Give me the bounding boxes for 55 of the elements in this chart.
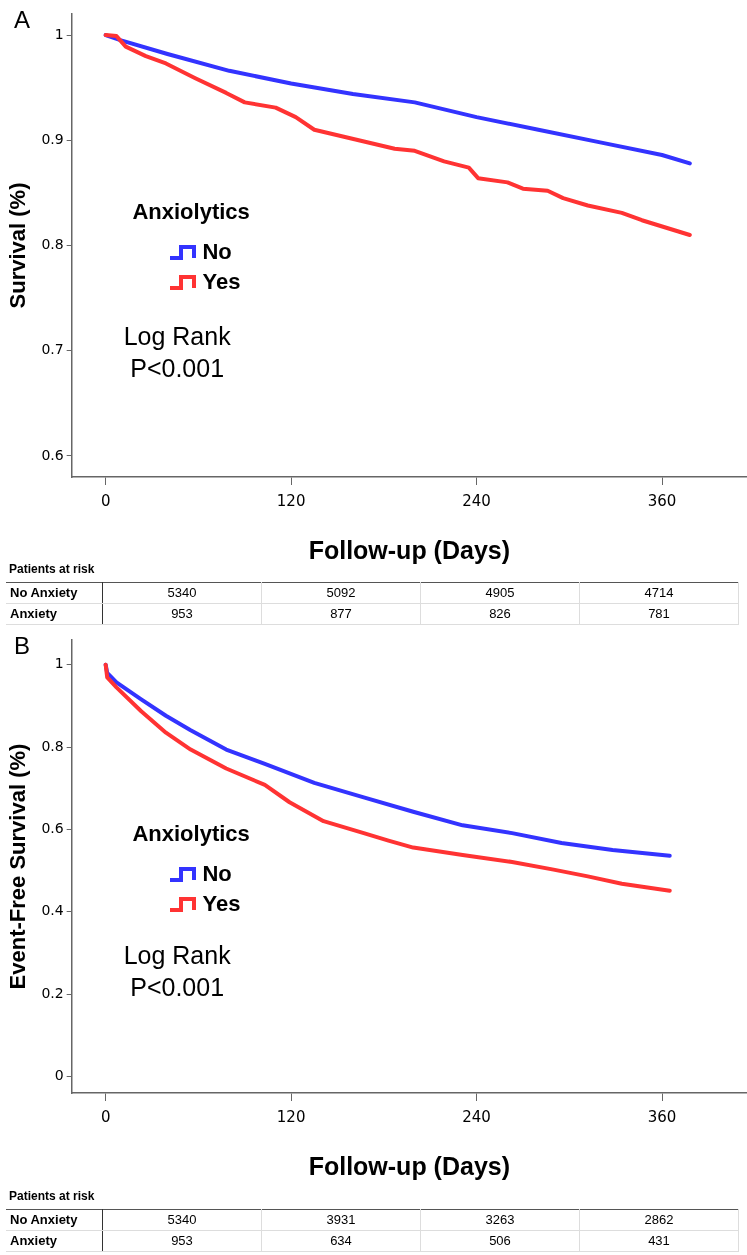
text: A: [14, 6, 31, 34]
legend-label: Yes: [202, 268, 241, 297]
x-axis-title: Follow-up (Days): [308, 1151, 511, 1180]
text: 431: [648, 1233, 670, 1248]
text: 953: [171, 606, 193, 621]
text: 5340: [167, 585, 197, 600]
text: 5340: [167, 1212, 197, 1227]
x-tick-label: 360: [647, 1107, 677, 1126]
y-tick-label: 0.6: [41, 820, 64, 837]
text: Patients at risk: [9, 562, 95, 576]
text: 4905: [485, 585, 515, 600]
text: 634: [330, 1233, 352, 1248]
y-tick-label: 0.6: [41, 446, 64, 463]
y-tick-label: 1: [54, 655, 64, 672]
legend-title: Anxiolytics: [132, 199, 250, 226]
text: 4714: [644, 585, 674, 600]
y-axis-title: Survival (%): [5, 182, 31, 309]
text: 3263: [485, 1212, 515, 1227]
x-axis-title: Follow-up (Days): [308, 535, 511, 564]
text: No Anxiety: [10, 1212, 78, 1227]
annotation: Log Rank P<0.001: [122, 939, 232, 1004]
y-tick-label: 0.8: [41, 737, 64, 754]
x-tick-label: 0: [100, 1107, 111, 1126]
text: 3931: [326, 1212, 356, 1227]
x-tick-label: 240: [462, 1107, 491, 1126]
y-tick-label: 0.4: [41, 902, 64, 919]
x-tick-label: 0: [100, 491, 111, 510]
x-tick-label: 120: [276, 491, 306, 510]
x-tick-label: 120: [276, 1107, 306, 1126]
text: B: [14, 632, 31, 660]
text: Anxiety: [10, 606, 57, 621]
legend-label: Yes: [202, 890, 241, 919]
legend-label: No: [202, 860, 232, 889]
text: 781: [648, 606, 670, 621]
x-tick-label: 360: [647, 491, 677, 510]
text: Patients at risk: [9, 1189, 95, 1203]
y-tick-label: 0.2: [41, 984, 64, 1001]
text: 826: [489, 606, 511, 621]
y-tick-label: 0.7: [41, 341, 64, 358]
x-tick-label: 240: [462, 491, 491, 510]
text: Anxiety: [10, 1233, 57, 1248]
text: 877: [330, 606, 352, 621]
text: 506: [489, 1233, 511, 1248]
y-tick-label: 0: [54, 1067, 64, 1084]
y-tick-label: 0.8: [41, 236, 64, 253]
legend-label: No: [202, 238, 232, 267]
y-tick-label: 0.9: [41, 130, 64, 147]
y-axis-title: Event-Free Survival (%): [5, 743, 31, 990]
legend-title: Anxiolytics: [132, 821, 250, 848]
text: 953: [171, 1233, 193, 1248]
text: 2862: [644, 1212, 674, 1227]
y-tick-label: 1: [54, 25, 64, 42]
annotation: Log Rank P<0.001: [122, 320, 232, 385]
text: No Anxiety: [10, 585, 78, 600]
text: 5092: [326, 585, 356, 600]
